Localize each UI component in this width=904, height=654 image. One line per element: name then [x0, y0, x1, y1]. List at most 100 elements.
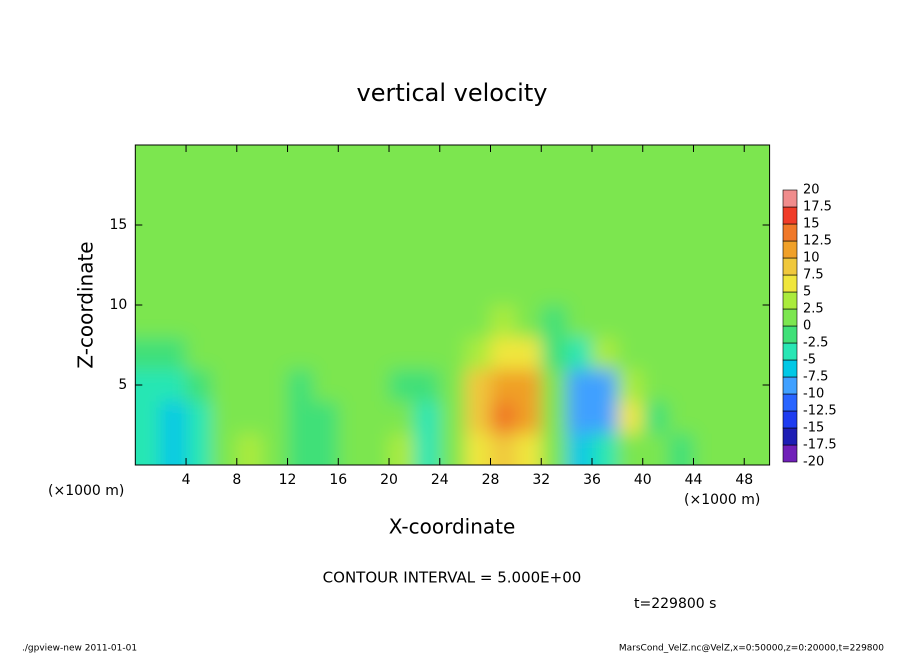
cell: [515, 401, 542, 434]
cell: [642, 177, 669, 210]
cell: [591, 241, 618, 274]
cell: [363, 305, 390, 338]
cell: [693, 369, 720, 402]
cell: [363, 145, 390, 178]
cell: [160, 369, 187, 402]
colorbar-bin: [782, 291, 798, 310]
cell: [490, 369, 517, 402]
cell: [312, 177, 339, 210]
cell: [617, 177, 644, 210]
cell: [389, 273, 415, 306]
cell: [541, 145, 568, 178]
colorbar-bin: [782, 189, 798, 208]
cell: [287, 209, 314, 242]
cell: [591, 369, 618, 402]
cell: [439, 209, 466, 242]
cell: [312, 305, 339, 338]
cell: [744, 401, 770, 434]
cell: [515, 305, 542, 338]
cell: [211, 177, 238, 210]
cell: [515, 209, 542, 242]
cell: [490, 401, 517, 434]
cell: [591, 273, 618, 306]
cell: [465, 273, 492, 306]
cell: [617, 369, 644, 402]
cell: [160, 305, 187, 338]
x-tick-label: 40: [634, 472, 652, 488]
cell: [338, 337, 365, 370]
cell: [617, 337, 644, 370]
footer-left: ./gpview-new 2011-01-01: [22, 644, 137, 654]
cell: [338, 177, 365, 210]
cell: [642, 369, 669, 402]
cell: [718, 369, 745, 402]
cell: [465, 337, 492, 370]
colorbar-label: 20: [803, 183, 820, 198]
cell: [744, 337, 770, 370]
cell: [718, 337, 745, 370]
cell: [414, 177, 441, 210]
cell: [718, 401, 745, 434]
cell: [439, 177, 466, 210]
cell: [338, 145, 365, 178]
cell: [363, 241, 390, 274]
colorbar-label: 7.5: [803, 268, 824, 283]
cell: [566, 305, 593, 338]
colorbar-bin: [782, 444, 798, 463]
cell: [135, 177, 162, 210]
cell: [287, 241, 314, 274]
cell: [236, 305, 263, 338]
cells: [135, 145, 770, 465]
cell: [439, 273, 466, 306]
cell: [439, 241, 466, 274]
colorbar-label: -20: [803, 455, 824, 470]
cell: [389, 145, 415, 178]
cell: [642, 209, 669, 242]
cell: [389, 305, 415, 338]
cell: [668, 337, 694, 370]
cell: [211, 401, 238, 434]
cell: [591, 401, 618, 434]
cell: [186, 337, 212, 370]
cell: [211, 209, 238, 242]
footer-right: MarsCond_VelZ.nc@VelZ,x=0:50000,z=0:2000…: [619, 644, 884, 654]
colorbar-label: -2.5: [803, 336, 828, 351]
cell: [160, 401, 187, 434]
colorbar-bin: [782, 240, 798, 259]
cell: [642, 145, 669, 178]
x-unit-right: (×1000 m): [684, 492, 760, 508]
colorbar-label: 2.5: [803, 302, 824, 317]
cell: [718, 433, 745, 465]
cell: [668, 401, 694, 434]
cell: [744, 273, 770, 306]
cell: [668, 305, 694, 338]
cell: [465, 369, 492, 402]
annotation: CONTOUR INTERVAL = 5.000E+00: [323, 569, 582, 587]
cell: [642, 241, 669, 274]
x-tick-label: 4: [182, 472, 191, 488]
cell: [287, 273, 314, 306]
cell: [236, 177, 263, 210]
cell: [160, 273, 187, 306]
cell: [668, 433, 694, 465]
cell: [718, 273, 745, 306]
cell: [668, 177, 694, 210]
colorbar-bin: [782, 410, 798, 429]
cell: [338, 273, 365, 306]
cell: [718, 177, 745, 210]
cell: [465, 241, 492, 274]
cell: [287, 433, 314, 465]
cell: [414, 145, 441, 178]
cell: [363, 337, 390, 370]
cell: [541, 401, 568, 434]
x-tick-label: 16: [329, 472, 347, 488]
cell: [566, 145, 593, 178]
cell: [490, 305, 517, 338]
cell: [160, 145, 187, 178]
cell: [262, 305, 289, 338]
cell: [693, 337, 720, 370]
cell: [642, 337, 669, 370]
y-axis-label: Z-coordinate: [74, 241, 98, 368]
cell: [287, 305, 314, 338]
colorbar-bin: [782, 206, 798, 225]
